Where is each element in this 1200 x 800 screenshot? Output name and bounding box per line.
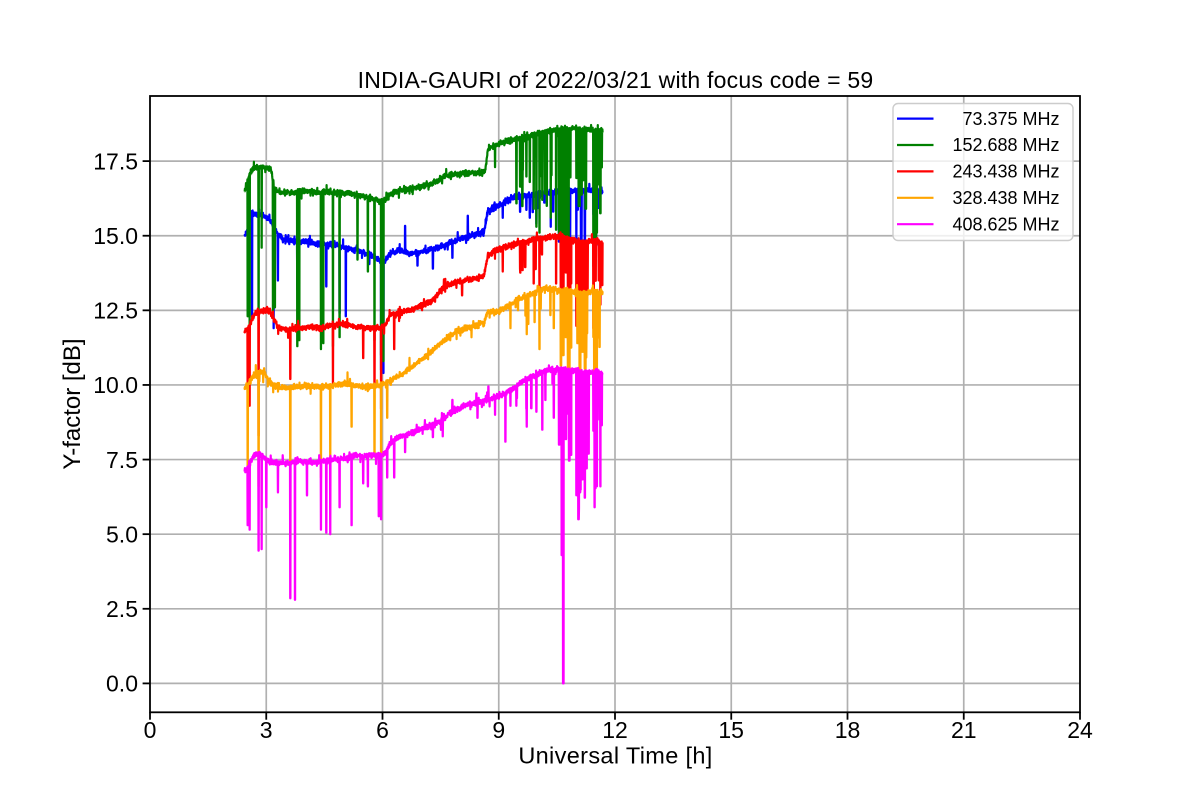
svg-text:15.0: 15.0 (93, 223, 138, 249)
svg-text:152.688 MHz: 152.688 MHz (952, 135, 1059, 155)
svg-text:408.625 MHz: 408.625 MHz (952, 214, 1059, 234)
svg-text:18: 18 (835, 717, 861, 743)
svg-text:6: 6 (376, 717, 389, 743)
svg-text:5.0: 5.0 (106, 521, 138, 547)
svg-text:328.438 MHz: 328.438 MHz (952, 188, 1059, 208)
svg-text:2.5: 2.5 (106, 596, 138, 622)
svg-text:3: 3 (260, 717, 273, 743)
svg-text:10.0: 10.0 (93, 372, 138, 398)
svg-text:21: 21 (951, 717, 977, 743)
svg-text:Universal Time [h]: Universal Time [h] (518, 742, 712, 768)
svg-text:12: 12 (602, 717, 628, 743)
svg-text:73.375 MHz: 73.375 MHz (962, 109, 1059, 129)
svg-text:243.438 MHz: 243.438 MHz (952, 162, 1059, 182)
svg-text:17.5: 17.5 (93, 148, 138, 174)
svg-text:12.5: 12.5 (93, 298, 138, 324)
svg-text:0.0: 0.0 (106, 671, 138, 697)
svg-text:9: 9 (492, 717, 505, 743)
svg-text:24: 24 (1067, 717, 1093, 743)
svg-text:15: 15 (718, 717, 744, 743)
svg-text:7.5: 7.5 (106, 447, 138, 473)
svg-text:Y-factor [dB]: Y-factor [dB] (59, 338, 86, 469)
svg-text:0: 0 (144, 717, 157, 743)
svg-text:INDIA-GAURI of 2022/03/21 with: INDIA-GAURI of 2022/03/21 with focus cod… (358, 67, 874, 93)
